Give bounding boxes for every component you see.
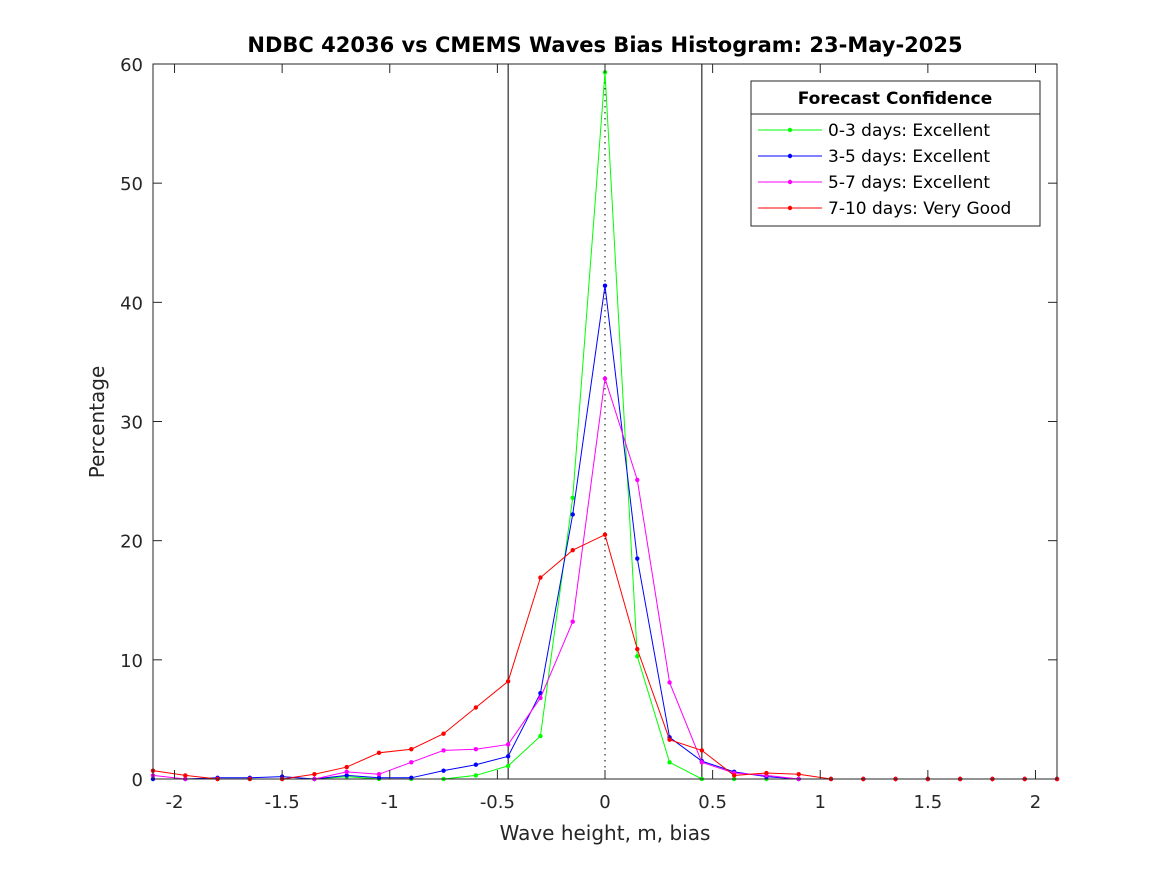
data-point	[796, 772, 801, 777]
legend: Forecast Confidence 0-3 days: Excellent 3…	[750, 80, 1041, 227]
legend-marker	[787, 179, 793, 185]
data-point	[505, 763, 511, 769]
data-point	[635, 477, 640, 483]
x-tick-label: -1.5	[265, 792, 300, 813]
data-point	[602, 283, 608, 288]
legend-box	[750, 80, 1041, 227]
data-point	[441, 768, 446, 773]
data-point	[635, 556, 640, 561]
data-point	[409, 760, 414, 765]
data-point	[473, 762, 479, 767]
x-tick-label: 2	[1030, 792, 1041, 813]
data-point	[344, 769, 349, 775]
data-point	[570, 512, 575, 517]
data-point	[538, 575, 543, 580]
data-point	[699, 748, 705, 753]
chart-title: NDBC 42036 vs CMEMS Waves Bias Histogram…	[247, 33, 962, 57]
data-point	[344, 764, 349, 770]
data-point	[473, 747, 479, 752]
data-point	[538, 695, 543, 701]
y-tick-label: 60	[120, 55, 143, 76]
data-point	[505, 679, 511, 684]
legend-entries: 0-3 days: Excellent 3-5 days: Excellent 5-…	[758, 121, 1011, 219]
data-point	[635, 654, 640, 659]
data-point	[699, 760, 705, 765]
legend-marker	[787, 153, 793, 159]
data-point	[667, 737, 672, 742]
x-tick-label: -0.5	[480, 792, 515, 813]
data-point	[602, 376, 608, 381]
data-point	[764, 770, 769, 776]
data-point	[570, 548, 575, 553]
data-point	[441, 731, 446, 736]
legend-title: Forecast Confidence	[798, 89, 993, 109]
x-tick-label: 0.5	[698, 792, 727, 813]
y-tick-label: 40	[120, 293, 143, 314]
data-point	[183, 773, 188, 778]
data-point	[602, 532, 608, 537]
data-point	[505, 742, 511, 747]
data-point	[731, 773, 737, 778]
data-point	[635, 646, 640, 652]
legend-label: 7-10 days: Very Good	[828, 199, 1011, 219]
y-tick-label: 20	[120, 532, 143, 553]
x-tick-label: -2	[166, 792, 184, 813]
y-tick-label: 0	[132, 770, 143, 791]
data-point	[376, 750, 382, 755]
data-point	[376, 772, 382, 777]
y-tick-label: 10	[120, 651, 143, 672]
legend-label: 3-5 days: Excellent	[828, 147, 990, 167]
data-point	[312, 772, 317, 777]
legend-label: 5-7 days: Excellent	[828, 173, 990, 193]
data-point	[473, 705, 479, 710]
legend-marker	[787, 127, 793, 133]
y-tick-label: 30	[120, 413, 143, 434]
legend-label: 0-3 days: Excellent	[828, 121, 990, 141]
data-point	[441, 748, 446, 753]
data-point	[667, 760, 672, 765]
y-axis-label: Percentage	[85, 366, 109, 479]
x-tick-label: 1.5	[914, 792, 943, 813]
reference-lines	[507, 64, 703, 779]
x-tick-label: 1	[815, 792, 826, 813]
data-point	[505, 754, 511, 759]
x-tick-label: 0	[599, 792, 610, 813]
y-tick-label: 50	[120, 174, 143, 195]
x-tick-label: -1	[381, 792, 399, 813]
x-axis-label: Wave height, m, bias	[500, 821, 711, 845]
data-point	[667, 680, 672, 685]
data-point	[473, 773, 479, 778]
data-point	[570, 495, 575, 500]
data-point	[538, 733, 543, 739]
data-point	[344, 773, 349, 778]
data-point	[570, 619, 575, 624]
data-point	[409, 747, 414, 752]
legend-marker	[787, 205, 793, 211]
